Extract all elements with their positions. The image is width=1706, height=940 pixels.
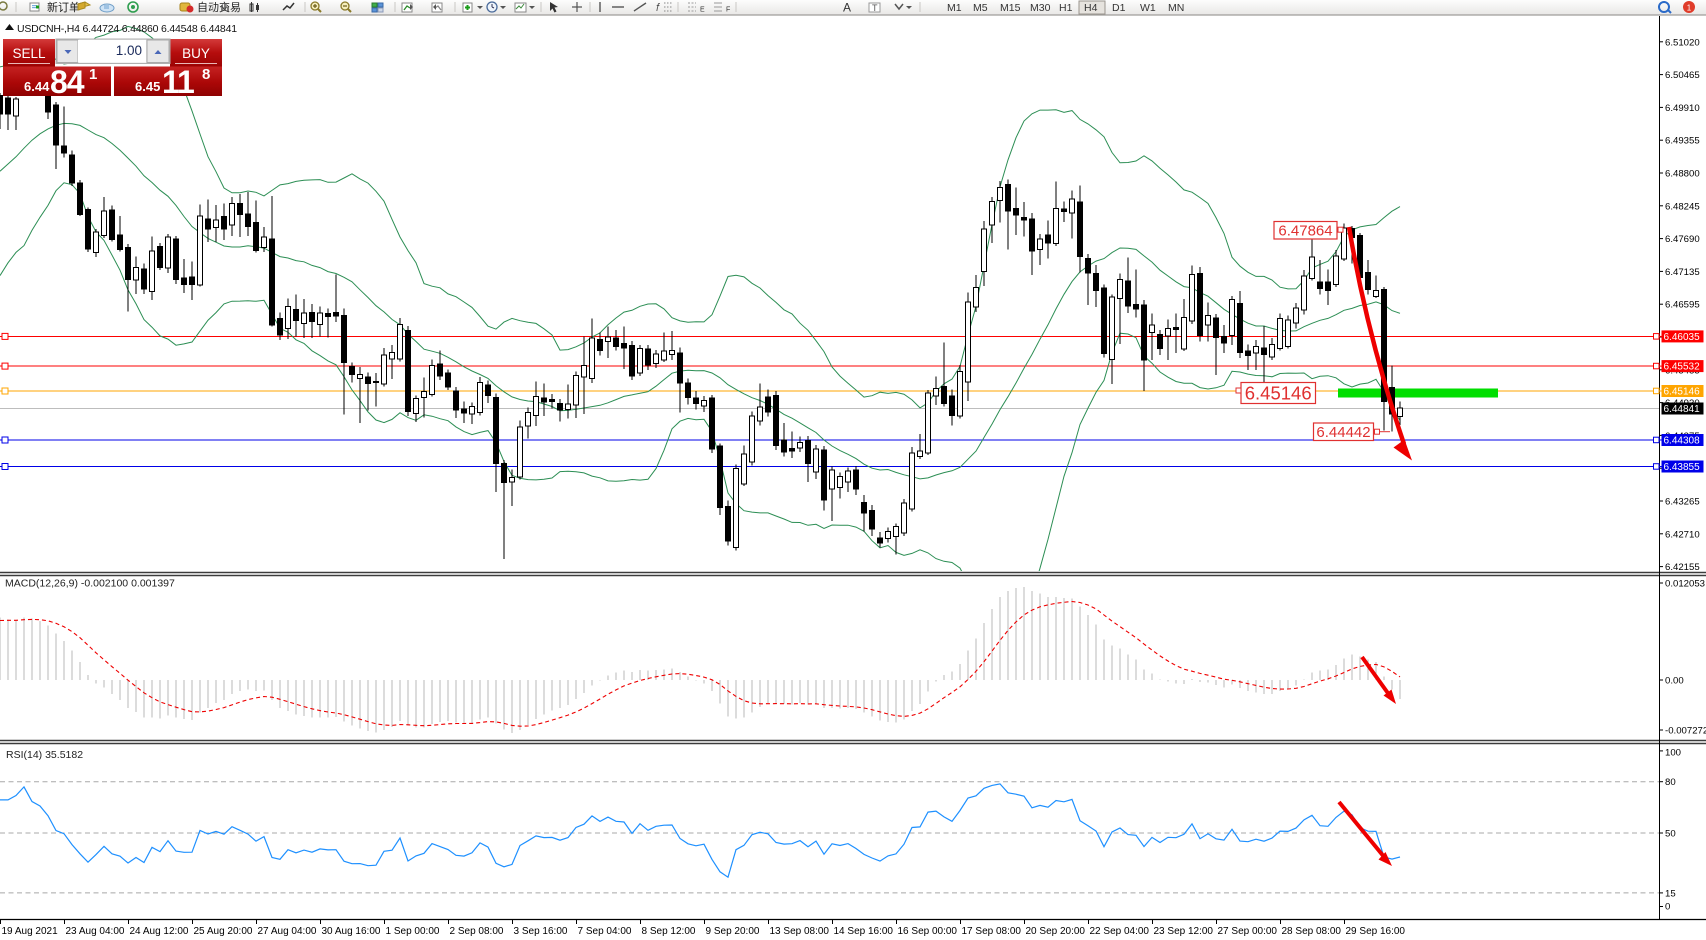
svg-text:27 Aug 04:00: 27 Aug 04:00 bbox=[258, 926, 317, 937]
svg-text:6.51020: 6.51020 bbox=[1665, 37, 1700, 48]
svg-text:1.00: 1.00 bbox=[116, 43, 142, 58]
svg-text:8 Sep 12:00: 8 Sep 12:00 bbox=[642, 926, 696, 937]
svg-text:22 Sep 04:00: 22 Sep 04:00 bbox=[1090, 926, 1150, 937]
svg-text:23 Sep 12:00: 23 Sep 12:00 bbox=[1154, 926, 1214, 937]
svg-text:20 Sep 20:00: 20 Sep 20:00 bbox=[1026, 926, 1086, 937]
svg-text:6.44841: 6.44841 bbox=[1664, 404, 1701, 415]
svg-text:自动交易: 自动交易 bbox=[197, 0, 241, 14]
svg-text:84: 84 bbox=[50, 64, 85, 100]
svg-text:F: F bbox=[726, 7, 730, 14]
svg-text:6.50465: 6.50465 bbox=[1665, 70, 1700, 81]
svg-text:15: 15 bbox=[1665, 888, 1676, 899]
svg-text:6.44: 6.44 bbox=[24, 79, 50, 94]
svg-text:6.43265: 6.43265 bbox=[1665, 497, 1700, 508]
svg-text:0: 0 bbox=[1665, 902, 1670, 913]
svg-text:D1: D1 bbox=[1112, 2, 1126, 14]
svg-text:7 Sep 04:00: 7 Sep 04:00 bbox=[578, 926, 632, 937]
svg-text:MN: MN bbox=[1168, 2, 1184, 14]
svg-text:A: A bbox=[843, 1, 851, 15]
svg-text:6.49910: 6.49910 bbox=[1665, 103, 1700, 114]
svg-text:0.012053: 0.012053 bbox=[1665, 579, 1705, 590]
svg-text:8: 8 bbox=[202, 66, 210, 83]
svg-text:24 Aug 12:00: 24 Aug 12:00 bbox=[130, 926, 189, 937]
svg-text:50: 50 bbox=[1665, 829, 1676, 840]
svg-text:23 Aug 04:00: 23 Aug 04:00 bbox=[66, 926, 125, 937]
svg-text:T: T bbox=[872, 3, 878, 13]
svg-text:6.45: 6.45 bbox=[135, 79, 160, 94]
svg-text:9 Sep 20:00: 9 Sep 20:00 bbox=[706, 926, 760, 937]
svg-text:M30: M30 bbox=[1030, 2, 1051, 14]
svg-text:1 Sep 00:00: 1 Sep 00:00 bbox=[386, 926, 440, 937]
svg-text:M5: M5 bbox=[973, 2, 988, 14]
svg-text:6.43855: 6.43855 bbox=[1664, 462, 1701, 473]
svg-text:M15: M15 bbox=[1000, 2, 1021, 14]
svg-text:27 Sep 00:00: 27 Sep 00:00 bbox=[1218, 926, 1278, 937]
svg-text:6.45532: 6.45532 bbox=[1664, 362, 1701, 373]
svg-text:30 Aug 16:00: 30 Aug 16:00 bbox=[322, 926, 381, 937]
svg-text:W1: W1 bbox=[1140, 2, 1156, 14]
svg-text:6.45146: 6.45146 bbox=[1245, 383, 1312, 404]
svg-text:M1: M1 bbox=[947, 2, 962, 14]
svg-text:BUY: BUY bbox=[182, 46, 210, 61]
svg-text:6.46035: 6.46035 bbox=[1664, 332, 1701, 343]
svg-text:28 Sep 08:00: 28 Sep 08:00 bbox=[1282, 926, 1342, 937]
svg-text:6.42710: 6.42710 bbox=[1665, 529, 1700, 540]
svg-text:6.44308: 6.44308 bbox=[1664, 436, 1701, 447]
svg-text:17 Sep 08:00: 17 Sep 08:00 bbox=[962, 926, 1022, 937]
svg-text:14 Sep 16:00: 14 Sep 16:00 bbox=[834, 926, 894, 937]
svg-text:1: 1 bbox=[89, 66, 97, 83]
svg-text:25 Aug 20:00: 25 Aug 20:00 bbox=[194, 926, 253, 937]
svg-text:6.47135: 6.47135 bbox=[1665, 267, 1700, 278]
svg-text:0.00: 0.00 bbox=[1665, 676, 1684, 687]
svg-text:1: 1 bbox=[1687, 4, 1692, 13]
svg-text:19 Aug 2021: 19 Aug 2021 bbox=[2, 926, 59, 937]
svg-text:6.47690: 6.47690 bbox=[1665, 234, 1700, 245]
svg-text:6.48245: 6.48245 bbox=[1665, 201, 1700, 212]
svg-text:MACD(12,26,9) -0.002100 0.0013: MACD(12,26,9) -0.002100 0.001397 bbox=[5, 578, 175, 590]
svg-text:13 Sep 08:00: 13 Sep 08:00 bbox=[770, 926, 830, 937]
svg-text:100: 100 bbox=[1665, 748, 1681, 759]
svg-text:𝑓: 𝑓 bbox=[656, 2, 660, 14]
svg-text:2 Sep 08:00: 2 Sep 08:00 bbox=[450, 926, 504, 937]
svg-text:6.42155: 6.42155 bbox=[1665, 562, 1700, 573]
svg-text:E: E bbox=[700, 7, 705, 14]
svg-text:6.45146: 6.45146 bbox=[1664, 387, 1701, 398]
svg-text:16 Sep 00:00: 16 Sep 00:00 bbox=[898, 926, 958, 937]
svg-text:3 Sep 16:00: 3 Sep 16:00 bbox=[514, 926, 568, 937]
svg-text:H4: H4 bbox=[1084, 2, 1098, 14]
svg-text:11: 11 bbox=[162, 64, 194, 100]
svg-text:6.44442: 6.44442 bbox=[1316, 424, 1370, 441]
svg-text:80: 80 bbox=[1665, 777, 1676, 788]
svg-text:RSI(14) 35.5182: RSI(14) 35.5182 bbox=[6, 749, 83, 761]
svg-text:6.47864: 6.47864 bbox=[1278, 223, 1332, 240]
svg-text:29 Sep 16:00: 29 Sep 16:00 bbox=[1346, 926, 1406, 937]
svg-text:H1: H1 bbox=[1059, 2, 1073, 14]
svg-text:SELL: SELL bbox=[12, 46, 46, 61]
svg-text:USDCNH-,H4 6.44724 6.44860 6.: USDCNH-,H4 6.44724 6.44860 6.44548 6.448… bbox=[17, 23, 237, 35]
svg-text:-0.007272: -0.007272 bbox=[1665, 726, 1706, 737]
svg-text:6.49355: 6.49355 bbox=[1665, 136, 1700, 147]
svg-text:新订单: 新订单 bbox=[47, 0, 80, 14]
svg-text:6.46595: 6.46595 bbox=[1665, 300, 1700, 311]
svg-text:6.48800: 6.48800 bbox=[1665, 169, 1700, 180]
